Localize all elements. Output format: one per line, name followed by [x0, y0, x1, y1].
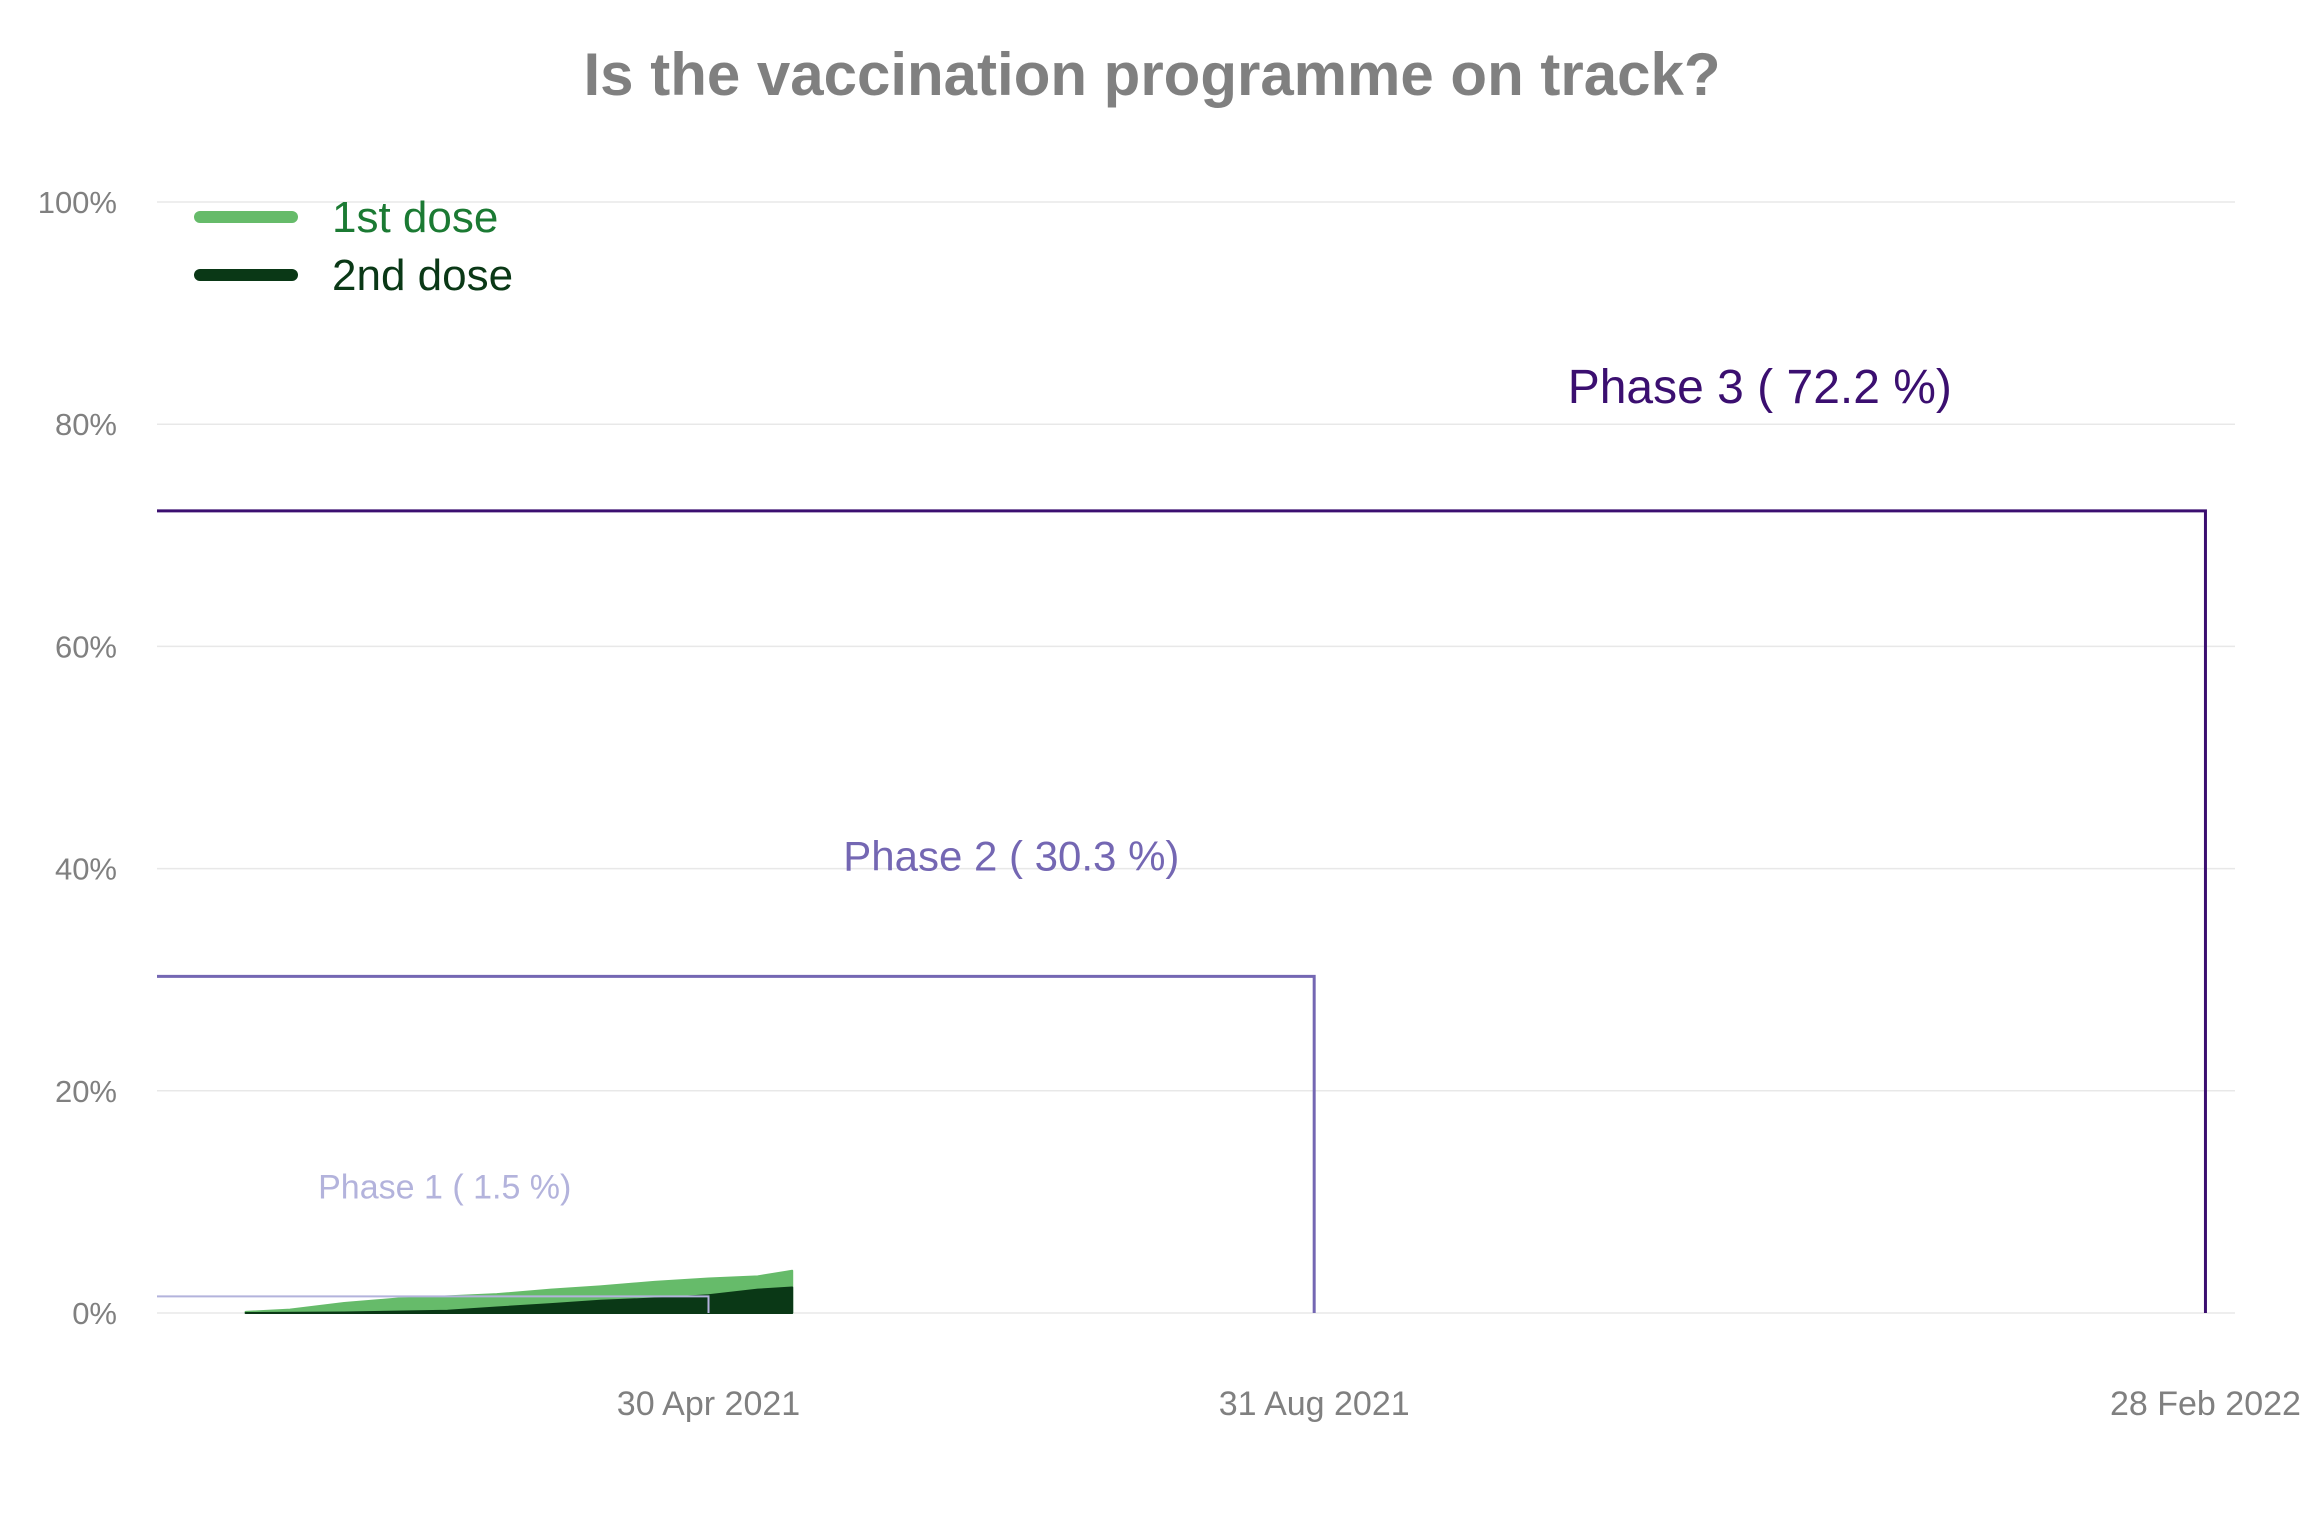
y-tick-label: 60% [55, 629, 117, 664]
phase-2-target-line [157, 974, 1316, 1313]
y-tick-label: 40% [55, 852, 117, 887]
x-tick-label: 31 Aug 2021 [1219, 1385, 1410, 1423]
legend-label-2: 2nd dose [332, 251, 513, 300]
chart-title: Is the vaccination programme on track? [583, 41, 1721, 108]
series-2nd-dose-area [244, 1286, 794, 1314]
y-tick-label: 80% [55, 407, 117, 442]
phase-3-label: Phase 3 ( 72.2 %) [1568, 361, 1952, 414]
phase-1-target-line [157, 1295, 710, 1313]
x-tick-label: 28 Feb 2022 [2110, 1385, 2301, 1423]
phase-3-target-line [157, 509, 2207, 1313]
y-tick-label: 0% [72, 1296, 117, 1331]
phase-1-label: Phase 1 ( 1.5 %) [318, 1168, 571, 1206]
y-tick-label: 20% [55, 1074, 117, 1109]
x-tick-label: 30 Apr 2021 [617, 1385, 800, 1423]
legend-label-1: 1st dose [332, 193, 498, 242]
phase-2-label: Phase 2 ( 30.3 %) [843, 832, 1179, 879]
y-tick-label: 100% [38, 185, 117, 220]
